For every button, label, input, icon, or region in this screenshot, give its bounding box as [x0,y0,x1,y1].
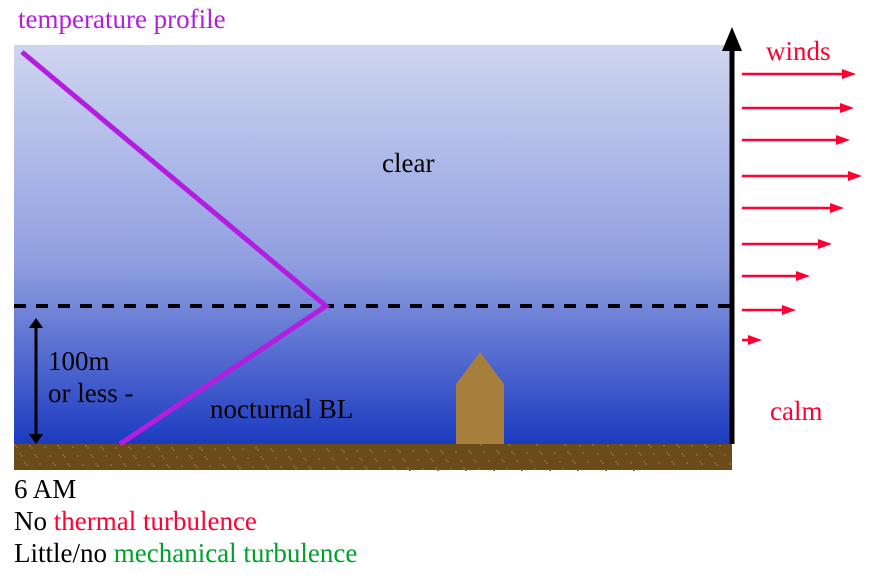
caption-segment: No [14,506,54,536]
wind-arrow-head-icon [748,335,762,345]
label-clear: clear [382,148,434,178]
label-calm: calm [770,396,822,426]
wind-arrow-head-icon [818,239,832,249]
wind-arrow-head-icon [836,135,850,145]
wind-arrows [742,69,862,345]
label-temperature-profile: temperature profile [18,4,226,34]
label-winds: winds [766,36,831,66]
wind-arrow-head-icon [796,271,810,281]
label-or-less: or less - [48,378,133,408]
wind-arrow-head-icon [842,69,856,79]
caption-segment: Little/no [14,538,114,568]
caption-line-0: 6 AM [14,474,76,504]
height-axis-arrowhead-icon [722,27,742,51]
caption-segment: mechanical turbulence [114,538,358,568]
label-nocturnal-bl: nocturnal BL [210,394,353,424]
diagram-svg: temperature profile clear nocturnal BL 100m… [0,0,874,578]
wind-arrow-head-icon [830,203,844,213]
caption-line-1: No thermal turbulence [14,506,257,536]
wind-arrow-head-icon [848,171,862,181]
caption-line-2: Little/no mechanical turbulence [14,538,357,568]
wind-arrow-head-icon [840,103,854,113]
caption-segment: thermal turbulence [54,506,257,536]
caption-segment: 6 AM [14,474,76,504]
wind-arrow-head-icon [782,305,796,315]
diagram-nocturnal-boundary-layer: temperature profile clear nocturnal BL 100m… [0,0,874,578]
label-100m: 100m [48,346,110,376]
